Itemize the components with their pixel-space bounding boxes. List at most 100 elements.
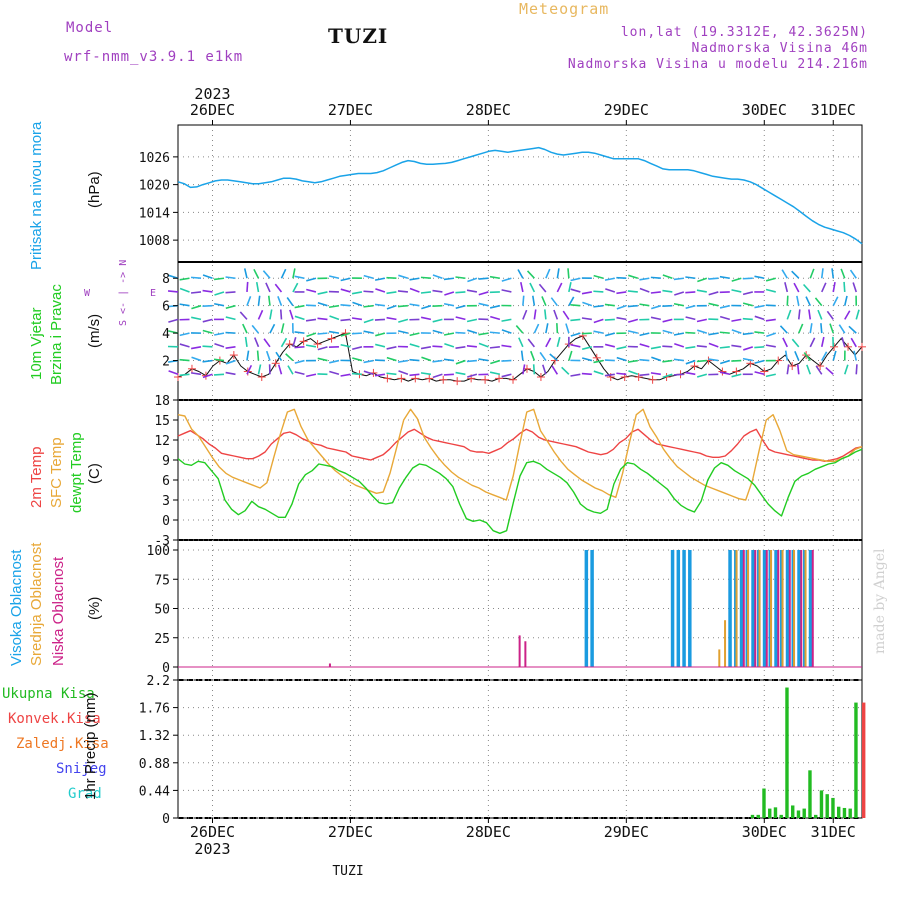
wind-arrow <box>444 291 455 296</box>
wind-arrow <box>685 331 696 334</box>
wind-arrow <box>662 329 673 334</box>
wind-arrow <box>855 364 858 375</box>
wind-arrow <box>443 373 454 376</box>
wind-arrow <box>489 275 501 280</box>
wind-arrow <box>593 274 604 280</box>
wind-arrow <box>685 276 696 280</box>
wind-arrow <box>541 296 547 306</box>
wind-arrow <box>731 289 742 293</box>
wind-arrow <box>257 309 264 320</box>
wind-arrow <box>352 301 363 307</box>
wind-arrow <box>225 316 236 321</box>
wind-arrow <box>257 295 261 306</box>
wind-arrow <box>754 331 765 334</box>
wind-arrow <box>386 291 397 295</box>
wind-arrow <box>696 344 707 348</box>
cloud-bar-mid <box>804 550 807 667</box>
wind-arrow <box>708 332 719 336</box>
station-title: TUZI <box>328 24 389 48</box>
wind-arrow <box>742 277 753 280</box>
wind-arrow <box>784 350 789 361</box>
wind-arrow <box>719 346 730 349</box>
precip-bar-total <box>785 687 789 818</box>
tick-label-cloud: 100 <box>147 544 170 559</box>
wind-arrow <box>731 344 742 348</box>
wind-arrow <box>478 277 489 280</box>
wind-arrow <box>501 373 512 378</box>
wind-arrow <box>719 331 730 334</box>
cloud-bar-low <box>765 550 768 667</box>
wind-arrow <box>551 365 559 375</box>
tick-label-temp: -3 <box>154 534 170 549</box>
wind-arrow <box>731 359 742 362</box>
wind-arrow <box>340 332 351 337</box>
precip-bar-total <box>750 814 755 818</box>
wind-arrow <box>443 277 454 281</box>
cloud-bar-low <box>777 550 780 667</box>
wind-arrow <box>363 274 374 280</box>
wind-arrow <box>805 296 811 307</box>
wind-arrow <box>743 346 754 351</box>
wind-arrow <box>570 277 581 282</box>
wind-arrow <box>673 358 684 362</box>
wind-arrow <box>604 318 615 321</box>
wind-arrow <box>490 359 501 365</box>
wind-arrow <box>317 332 328 335</box>
wind-arrow <box>628 274 639 279</box>
wind-arrow <box>421 304 432 310</box>
wind-arrow <box>478 342 489 348</box>
wind-arrow <box>305 344 317 348</box>
wind-arrow <box>202 329 213 334</box>
wind-arrow <box>754 371 765 376</box>
precip-bar-total <box>808 770 812 818</box>
wind-arrow <box>420 372 432 376</box>
wind-arrow <box>685 371 696 376</box>
wind-arrow <box>520 350 524 361</box>
wind-arrow <box>455 346 466 350</box>
wind-arrow <box>650 291 661 294</box>
wind-arrow <box>796 364 800 375</box>
wind-arrow <box>685 291 696 294</box>
legend-frz-rain: Zaledj.Kisa <box>16 736 109 752</box>
wind-arrow <box>742 317 753 321</box>
wind-arrow <box>244 336 248 347</box>
wind-arrow <box>696 289 707 293</box>
wind-arrow <box>246 281 249 293</box>
wind-arrow <box>191 316 202 321</box>
wind-compass-e: E <box>150 288 157 299</box>
product-title: Meteogram <box>519 0 610 18</box>
cloud-bar-low <box>788 550 791 667</box>
wind-arrow <box>202 289 213 293</box>
wind-arrow <box>444 342 455 348</box>
wind-arrow <box>501 359 512 362</box>
cloud-bar-mid <box>718 649 721 667</box>
wind-arrow <box>604 277 615 281</box>
wind-arrow <box>242 323 248 334</box>
wind-arrow <box>696 373 708 378</box>
cloud-bar-low <box>811 550 814 667</box>
wind-arrow <box>562 310 570 320</box>
wind-arrow <box>673 373 684 376</box>
tick-label-temp: 0 <box>162 514 170 529</box>
wind-arrow <box>798 323 804 334</box>
wind-arrow <box>455 331 466 334</box>
wind-arrow <box>556 336 561 348</box>
wind-arrow <box>582 301 593 307</box>
wind-arrow <box>616 372 627 376</box>
wind-arrow <box>478 358 489 362</box>
wind-arrow <box>639 373 650 377</box>
wind-arrow <box>352 346 363 351</box>
wind-arrow <box>317 357 328 362</box>
wind-arrow <box>853 350 858 361</box>
wind-arrow <box>275 351 283 361</box>
wind-arrow <box>784 282 789 293</box>
wind-arrow <box>179 373 190 377</box>
wind-arrow <box>501 277 512 282</box>
wind-arrow <box>289 309 294 320</box>
wind-arrow <box>397 290 408 293</box>
wind-arrow <box>294 315 305 321</box>
wind-arrow <box>627 318 639 323</box>
panel-frame-precip <box>177 679 863 819</box>
wind-arrow <box>565 323 570 334</box>
year-label-top: 2023 <box>194 85 230 103</box>
